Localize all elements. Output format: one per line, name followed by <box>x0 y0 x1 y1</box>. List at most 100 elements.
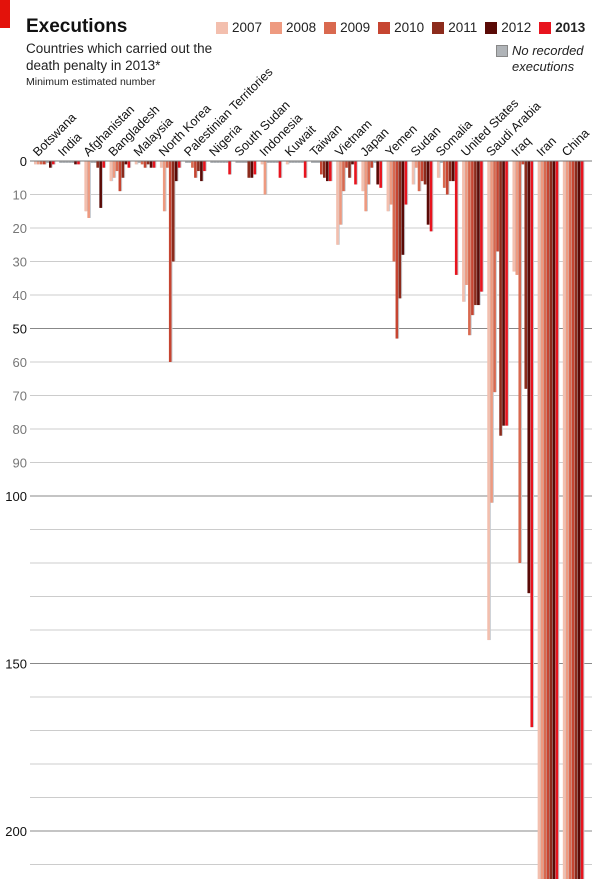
legend-item-2010: 2010 <box>378 20 424 35</box>
bar-2010 <box>521 161 525 165</box>
bar-2013 <box>77 161 80 165</box>
bar-no-data <box>68 161 72 163</box>
bar-2013 <box>127 161 131 168</box>
bar-2010 <box>370 161 373 168</box>
bar-2010 <box>320 161 323 175</box>
legend-swatch-no-data <box>496 45 508 57</box>
bar-no-data <box>222 161 226 163</box>
legend-no-data: No recorded executions <box>496 43 596 75</box>
bar-2013 <box>480 161 483 292</box>
y-tick-label: 100 <box>5 489 27 504</box>
bar-2013 <box>177 161 181 168</box>
bar-2013 <box>102 161 105 168</box>
bar-2012 <box>351 161 354 165</box>
bar-2007 <box>386 161 390 212</box>
y-tick-label: 80 <box>13 422 27 437</box>
bar-2013 <box>203 161 206 172</box>
bar-2012 <box>401 161 405 255</box>
y-tick-label: 200 <box>5 824 27 839</box>
category-label: Iran <box>534 134 559 159</box>
bar-no-data <box>269 161 273 163</box>
bar-no-data <box>266 161 270 163</box>
bar-2012 <box>527 161 531 594</box>
y-tick-label: 150 <box>5 657 27 672</box>
legend-item-2009: 2009 <box>324 20 370 35</box>
bar-no-data <box>213 161 217 163</box>
bar-2009 <box>568 161 572 879</box>
bar-2012 <box>451 161 455 182</box>
bar-2008 <box>112 161 116 178</box>
bar-2011 <box>574 161 578 879</box>
bar-2012 <box>376 161 379 185</box>
bar-2008 <box>565 161 569 879</box>
bar-2010 <box>118 161 122 192</box>
legend-label: 2012 <box>501 20 532 35</box>
bar-no-data <box>294 161 298 163</box>
bar-2008 <box>339 161 342 225</box>
bar-no-data <box>291 161 295 163</box>
bar-2010 <box>471 161 474 316</box>
bar-2012 <box>149 161 153 168</box>
bar-2011 <box>96 161 99 168</box>
bar-no-data <box>238 161 242 163</box>
bar-2013 <box>278 161 282 178</box>
legend-swatch <box>324 21 337 34</box>
legend-swatch <box>216 21 228 34</box>
bar-2011 <box>348 161 351 178</box>
brand-red-bar <box>0 0 10 28</box>
bar-2008 <box>162 161 166 212</box>
y-tick-label: 10 <box>13 188 27 203</box>
bar-2010 <box>445 161 449 195</box>
bar-2010 <box>168 161 172 362</box>
bar-no-data <box>71 161 75 163</box>
legend-swatch <box>539 21 552 34</box>
bar-no-data <box>46 161 49 163</box>
bar-2008 <box>515 161 519 275</box>
bar-no-data <box>317 161 320 163</box>
bar-2010 <box>143 161 147 168</box>
legend-item-2011: 2011 <box>432 20 477 35</box>
bar-2011 <box>398 161 402 299</box>
legend-swatch <box>485 21 498 34</box>
bar-no-data <box>288 161 292 163</box>
bar-2012 <box>74 161 77 165</box>
bar-2009 <box>342 161 345 192</box>
category-label: China <box>559 126 592 159</box>
legend-label: 2010 <box>394 20 425 35</box>
bar-no-data <box>210 161 214 163</box>
bar-2007 <box>159 161 163 168</box>
bar-no-data <box>244 161 248 163</box>
bar-2009 <box>493 161 496 393</box>
bar-no-data <box>300 161 304 163</box>
bar-2013 <box>530 161 534 728</box>
bar-2011 <box>197 161 200 172</box>
bar-2013 <box>505 161 508 426</box>
bar-2012 <box>124 161 128 165</box>
legend-label: 2007 <box>232 20 263 35</box>
bar-2011 <box>323 161 326 178</box>
legend-swatch <box>432 21 445 34</box>
y-tick-label: 50 <box>13 322 27 337</box>
chart-subtitle: Countries which carried out the death pe… <box>26 41 213 73</box>
bar-no-data <box>311 161 314 163</box>
bar-2011 <box>171 161 175 262</box>
bar-no-data <box>59 161 63 163</box>
bar-2010 <box>43 161 46 165</box>
legend-swatch <box>378 21 391 34</box>
y-tick-label: 60 <box>13 355 27 370</box>
y-tick-label: 30 <box>13 255 27 270</box>
bar-2011 <box>121 161 125 178</box>
bar-2013 <box>253 161 257 175</box>
y-tick-label: 20 <box>13 221 27 236</box>
bar-2013 <box>404 161 408 205</box>
bar-2010 <box>395 161 399 339</box>
bar-2009 <box>115 161 119 172</box>
bar-2007 <box>361 161 364 192</box>
bar-2013 <box>303 161 307 178</box>
bar-2009 <box>40 161 43 165</box>
bar-2013 <box>354 161 357 185</box>
legend-label-no-data: No recorded executions <box>512 43 584 74</box>
bar-2010 <box>571 161 575 879</box>
bar-2007 <box>462 161 465 302</box>
bar-2010 <box>345 161 348 168</box>
